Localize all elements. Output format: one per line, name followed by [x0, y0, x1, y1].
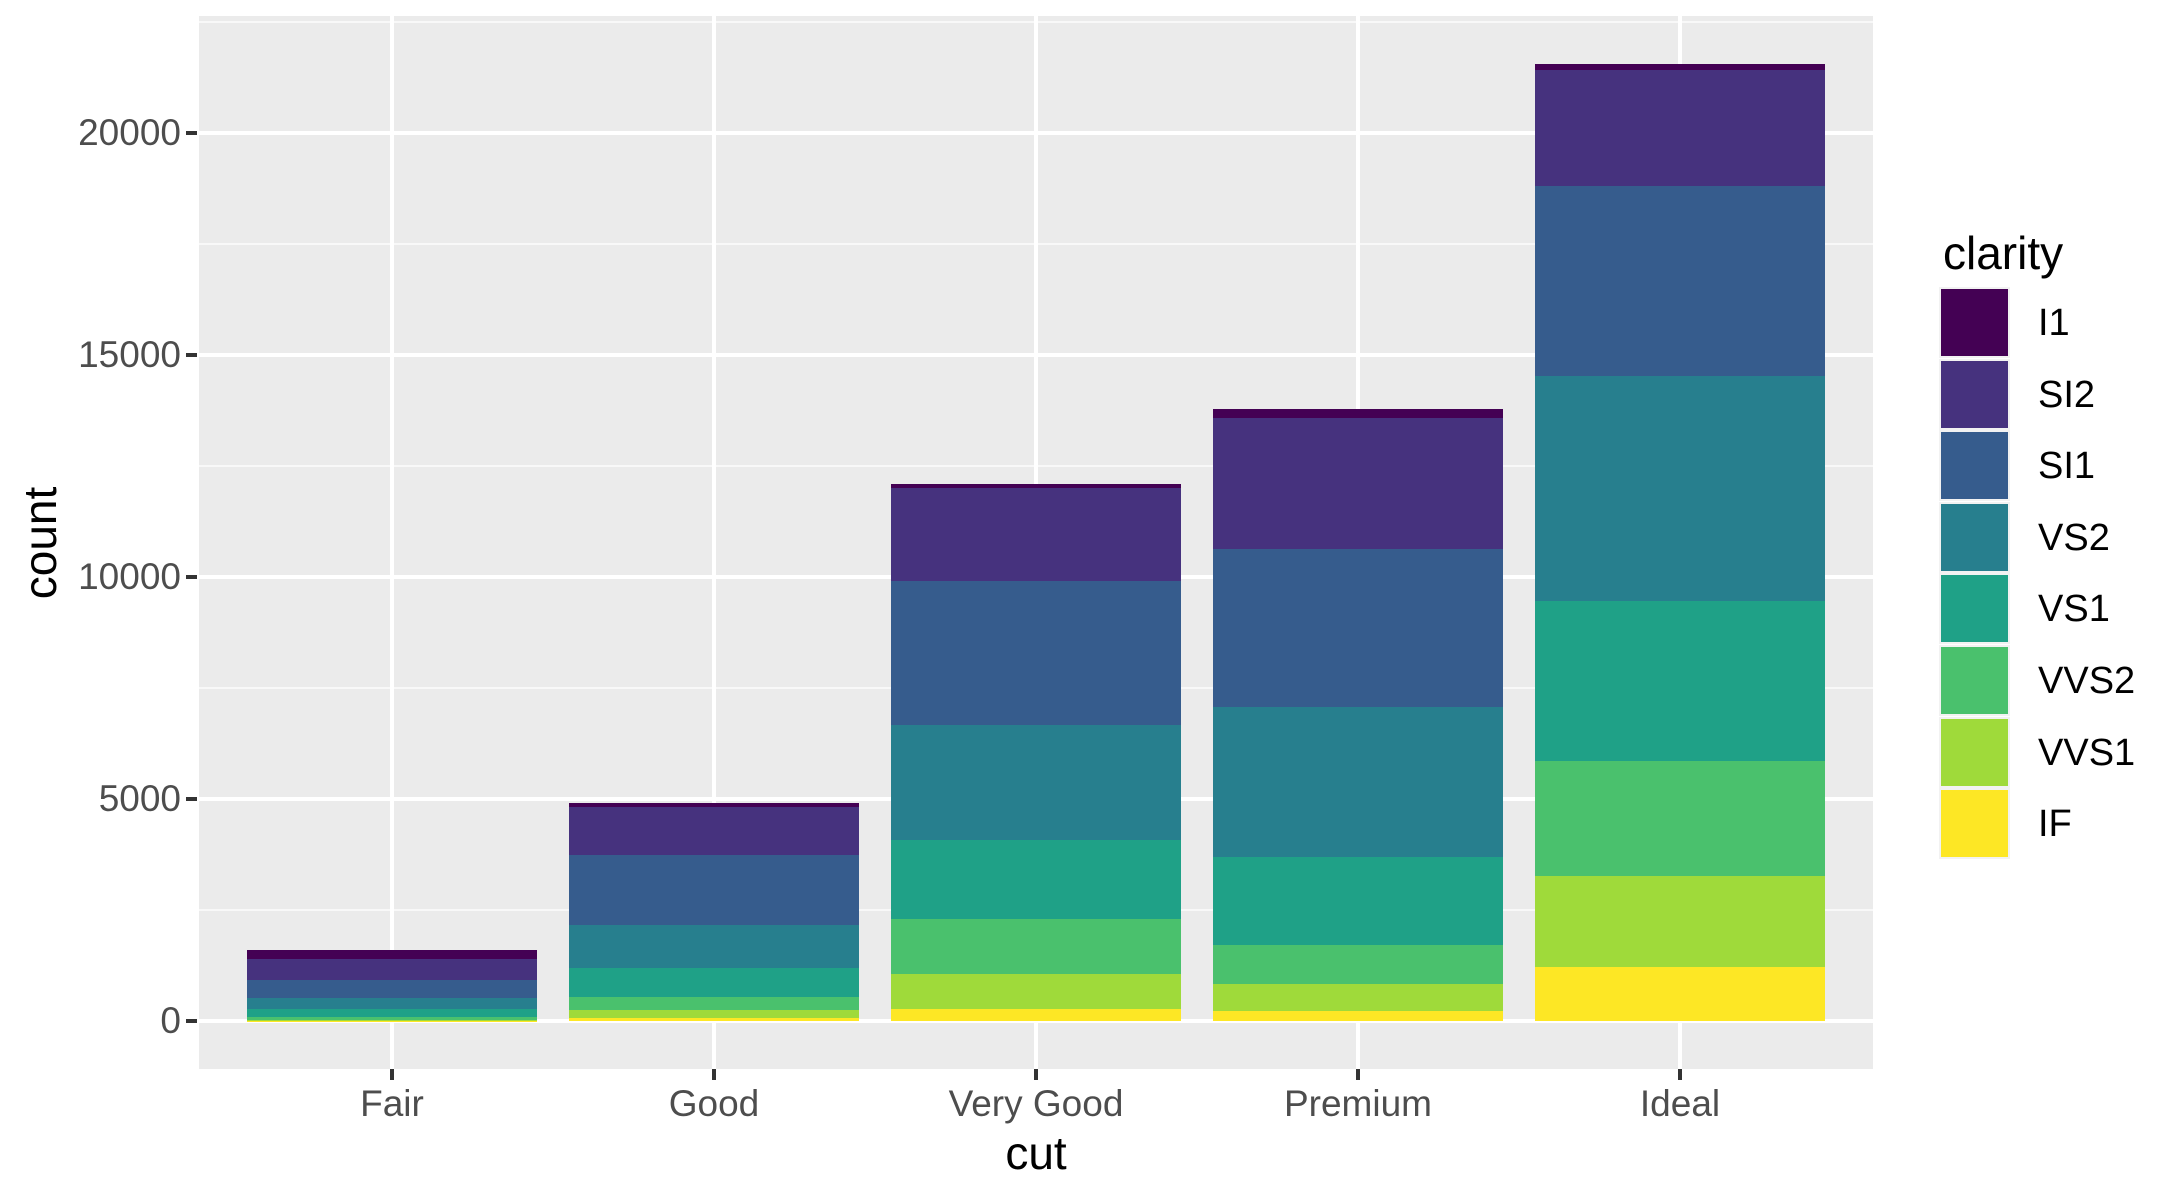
legend-key-swatch: [1941, 361, 2008, 428]
legend-entry: VVS1: [1941, 719, 2135, 786]
bar-segment: [569, 925, 859, 968]
legend-key-swatch: [1941, 289, 2008, 356]
legend-label: SI1: [2038, 444, 2096, 487]
bar-segment: [1213, 409, 1503, 418]
bar-segment: [247, 959, 537, 980]
grid-major-v: [390, 16, 394, 1069]
bar-segment: [1535, 186, 1825, 376]
legend-entry: IF: [1941, 790, 2072, 857]
bar-segment: [891, 974, 1181, 1009]
legend-label: IF: [2038, 802, 2072, 845]
y-tick-label: 15000: [78, 334, 181, 375]
legend-entry: SI1: [1941, 432, 2095, 499]
bar-segment: [247, 1021, 537, 1022]
bar-segment: [891, 840, 1181, 919]
y-tick-label: 5000: [98, 778, 181, 819]
x-axis-title: cut: [1005, 1127, 1067, 1179]
legend-entry: I1: [1941, 289, 2070, 356]
legend-key-swatch: [1941, 575, 2008, 642]
bar-segment: [1213, 984, 1503, 1011]
x-tick-label: Very Good: [948, 1083, 1124, 1124]
bar-segment: [247, 1017, 537, 1020]
y-tick-mark: [186, 797, 197, 801]
bar-segment: [1535, 70, 1825, 186]
bar-segment: [569, 803, 859, 807]
bar-segment: [1213, 549, 1503, 707]
bar-segment: [247, 1009, 537, 1017]
y-tick-label: 20000: [78, 112, 181, 153]
legend-label: VS1: [2038, 587, 2110, 630]
x-tick-mark: [1356, 1069, 1360, 1080]
bar-segment: [1213, 857, 1503, 945]
legend-title: clarity: [1943, 227, 2064, 279]
bar-segment: [247, 998, 537, 1009]
legend-key-swatch: [1941, 790, 2008, 857]
bar-segment: [569, 968, 859, 997]
bar-segment: [1213, 1011, 1503, 1021]
legend-entry: VS2: [1941, 504, 2110, 571]
bar-segment: [569, 997, 859, 1010]
x-tick-mark: [1034, 1069, 1038, 1080]
bar-segment: [891, 488, 1181, 581]
legend-entry: VS1: [1941, 575, 2110, 642]
bar-segment: [891, 919, 1181, 974]
x-tick-mark: [1678, 1069, 1682, 1080]
legend-key-swatch: [1941, 432, 2008, 499]
legend-label: SI2: [2038, 373, 2096, 416]
legend-key-swatch: [1941, 647, 2008, 714]
bar-segment: [1535, 601, 1825, 761]
bar-segment: [1535, 761, 1825, 876]
x-tick-label: Good: [668, 1083, 760, 1124]
y-tick-mark: [186, 353, 197, 357]
bar-segment: [891, 581, 1181, 725]
bar-segment: [247, 950, 537, 959]
y-tick-label: 0: [160, 1000, 181, 1041]
x-tick-label: Premium: [1283, 1083, 1433, 1124]
bar-segment: [569, 1018, 859, 1021]
y-axis-title: count: [14, 486, 66, 600]
y-tick-mark: [186, 1019, 197, 1023]
bar-segment: [1535, 376, 1825, 601]
legend-entry: SI2: [1941, 361, 2095, 428]
legend-key-swatch: [1941, 719, 2008, 786]
bar-segment: [247, 980, 537, 998]
x-tick-mark: [712, 1069, 716, 1080]
bar-segment: [1213, 418, 1503, 549]
legend-label: I1: [2038, 301, 2070, 344]
x-tick-label: Fair: [360, 1083, 424, 1124]
bar-segment: [891, 1009, 1181, 1021]
bar-segment: [247, 1020, 537, 1021]
bar-segment: [891, 725, 1181, 840]
y-tick-mark: [186, 131, 197, 135]
bar-segment: [1535, 967, 1825, 1021]
bar-segment: [569, 807, 859, 855]
bar-segment: [569, 1010, 859, 1018]
legend-entry: VVS2: [1941, 647, 2135, 714]
bar-segment: [1535, 64, 1825, 70]
bar-segment: [1535, 876, 1825, 967]
legend-label: VVS1: [2038, 731, 2136, 774]
legend-key-swatch: [1941, 504, 2008, 571]
bar-segment: [891, 484, 1181, 488]
grid-major-v: [712, 16, 716, 1069]
bar-segment: [1213, 945, 1503, 984]
y-tick-mark: [186, 575, 197, 579]
legend-label: VS2: [2038, 516, 2110, 559]
x-tick-label: Ideal: [1639, 1083, 1721, 1124]
y-tick-label: 10000: [78, 556, 181, 597]
bar-segment: [1213, 707, 1503, 857]
bar-segment: [569, 855, 859, 925]
legend-label: VVS2: [2038, 659, 2136, 702]
x-tick-mark: [390, 1069, 394, 1080]
